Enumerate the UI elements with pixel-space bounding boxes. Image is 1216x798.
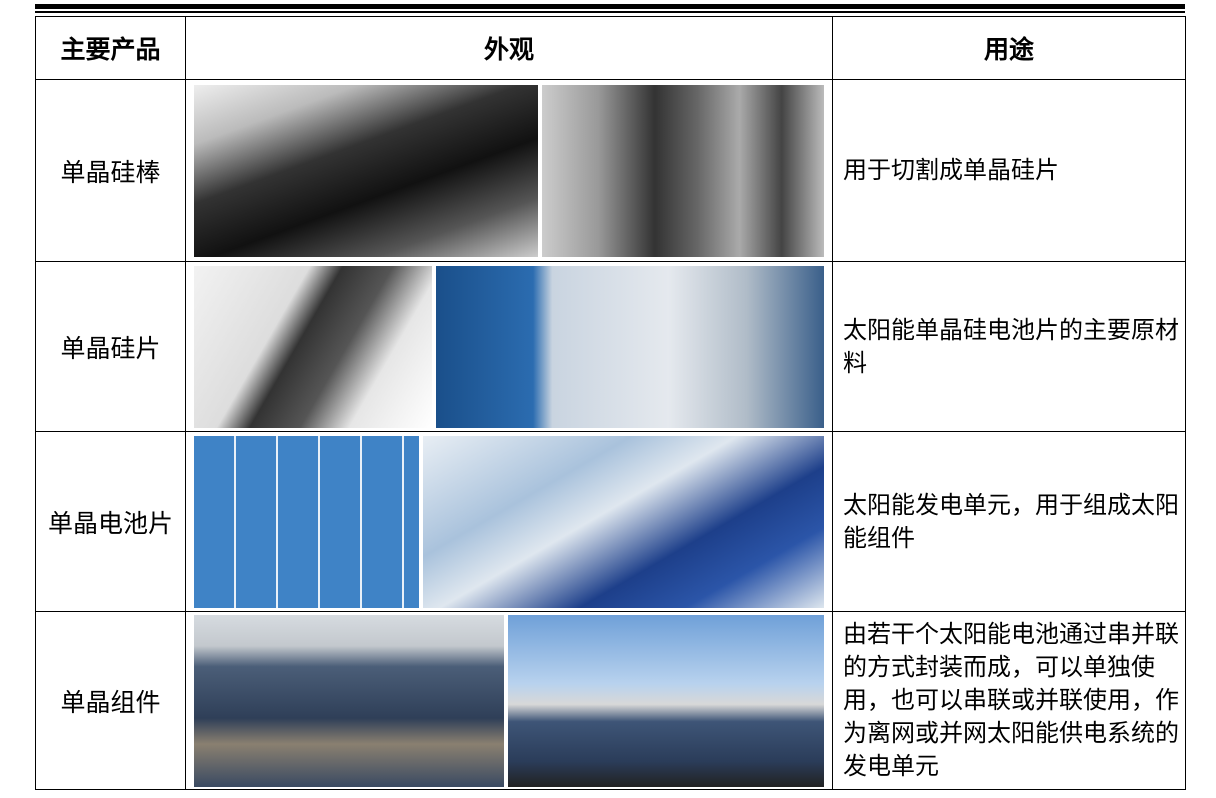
product-cell: 单晶电池片 [35,431,186,612]
product-cell: 单晶硅棒 [35,79,186,262]
use-cell: 用于切割成单晶硅片 [832,79,1186,262]
product-table: 主要产品 外观 用途 单晶硅棒 用于切割成单晶硅片 单晶硅片 太阳能单晶硅电池片… [35,16,1186,790]
product-cell: 单晶组件 [35,611,186,790]
header-cell: 主要产品 [35,16,186,80]
header-row: 主要产品 外观 用途 [35,16,1186,80]
image-cell [185,79,833,262]
rule-thick [35,4,1185,9]
use-cell: 由若干个太阳能电池通过串并联的方式封装而成，可以单独使用，也可以串联或并联使用，… [832,611,1186,790]
product-cell: 单晶硅片 [35,261,186,432]
image-solar-farm [194,614,504,787]
header-cell: 外观 [185,16,833,80]
row: 单晶电池片 太阳能发电单元，用于组成太阳能组件 [35,431,1186,612]
image-rooftop [508,614,824,787]
image-cell [185,431,833,612]
header-cell: 用途 [832,16,1186,80]
image-cell [185,611,833,790]
row: 单晶组件 由若干个太阳能电池通过串并联的方式封装而成，可以单独使用，也可以串联或… [35,611,1186,790]
use-cell: 太阳能发电单元，用于组成太阳能组件 [832,431,1186,612]
image-cell-panel [194,435,420,608]
row: 单晶硅棒 用于切割成单晶硅片 [35,79,1186,262]
row: 单晶硅片 太阳能单晶硅电池片的主要原材料 [35,261,1186,432]
image-wafer-line [435,265,824,428]
image-cell-line [423,435,824,608]
image-wafer [194,265,432,428]
rule-thin [35,11,1185,13]
image-ingot [194,84,539,257]
use-cell: 太阳能单晶硅电池片的主要原材料 [832,261,1186,432]
image-cell [185,261,833,432]
image-block [542,84,824,257]
